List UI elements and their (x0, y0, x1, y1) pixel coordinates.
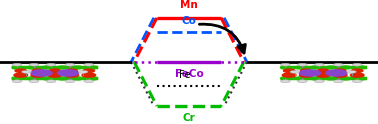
Circle shape (333, 73, 347, 77)
Circle shape (297, 63, 307, 66)
Text: Cr: Cr (183, 113, 195, 123)
Circle shape (65, 63, 75, 66)
Circle shape (333, 80, 343, 83)
Circle shape (341, 77, 351, 80)
Circle shape (29, 63, 39, 66)
Text: Mn: Mn (180, 0, 198, 10)
Circle shape (73, 77, 82, 80)
Circle shape (352, 69, 363, 72)
Circle shape (12, 66, 22, 69)
Circle shape (326, 77, 336, 80)
Circle shape (280, 66, 290, 69)
Circle shape (15, 69, 26, 72)
Circle shape (57, 77, 67, 80)
Text: Fe: Fe (180, 70, 191, 80)
Circle shape (333, 63, 343, 66)
Circle shape (341, 66, 351, 69)
Circle shape (282, 73, 296, 77)
Circle shape (12, 63, 22, 66)
Circle shape (284, 69, 295, 72)
FancyArrowPatch shape (199, 24, 245, 53)
Circle shape (297, 80, 307, 83)
Circle shape (290, 70, 300, 73)
Circle shape (314, 80, 324, 83)
Circle shape (84, 80, 94, 83)
Circle shape (299, 73, 313, 77)
Circle shape (46, 80, 56, 83)
Circle shape (280, 77, 290, 80)
Circle shape (84, 63, 94, 66)
Circle shape (32, 69, 43, 72)
Circle shape (316, 73, 330, 77)
Circle shape (83, 69, 94, 72)
Circle shape (299, 70, 321, 76)
Circle shape (65, 80, 75, 83)
Circle shape (31, 70, 52, 76)
Circle shape (311, 77, 321, 80)
Circle shape (296, 66, 305, 69)
Circle shape (48, 73, 62, 77)
Circle shape (78, 70, 88, 73)
Circle shape (73, 66, 82, 69)
Circle shape (356, 66, 366, 69)
Circle shape (280, 80, 290, 83)
Circle shape (318, 69, 329, 72)
Circle shape (352, 63, 362, 66)
Circle shape (14, 73, 28, 77)
Circle shape (65, 73, 79, 77)
Circle shape (57, 66, 67, 69)
Circle shape (88, 77, 98, 80)
Circle shape (326, 70, 347, 76)
Circle shape (301, 69, 312, 72)
Circle shape (49, 69, 60, 72)
Circle shape (57, 70, 79, 76)
Circle shape (66, 69, 77, 72)
Circle shape (12, 77, 22, 80)
Circle shape (326, 66, 336, 69)
Circle shape (12, 80, 22, 83)
Circle shape (356, 77, 366, 80)
Circle shape (347, 70, 356, 73)
Circle shape (31, 73, 45, 77)
Circle shape (350, 73, 364, 77)
Circle shape (29, 80, 39, 83)
Circle shape (27, 66, 37, 69)
Circle shape (88, 66, 98, 69)
Text: FeCo: FeCo (175, 69, 203, 79)
Circle shape (46, 63, 56, 66)
Circle shape (311, 66, 321, 69)
Circle shape (82, 73, 96, 77)
Circle shape (42, 66, 52, 69)
Text: Co: Co (181, 16, 197, 26)
Circle shape (335, 69, 346, 72)
Circle shape (27, 77, 37, 80)
Circle shape (352, 80, 362, 83)
Circle shape (314, 63, 324, 66)
Circle shape (280, 63, 290, 66)
Circle shape (22, 70, 31, 73)
Circle shape (42, 77, 52, 80)
Circle shape (296, 77, 305, 80)
